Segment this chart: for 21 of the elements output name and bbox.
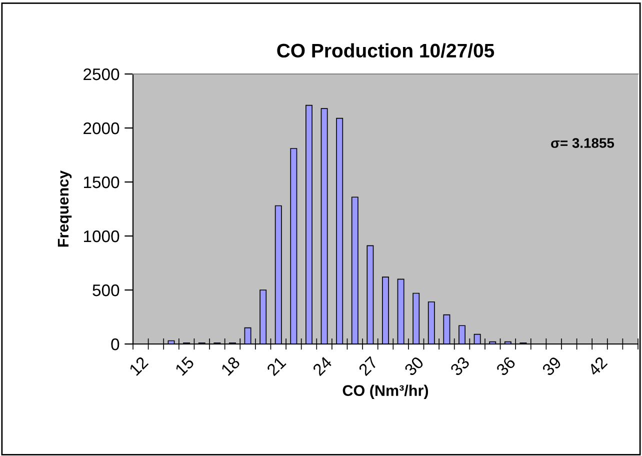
x-tick-label: 12: [128, 356, 149, 376]
y-axis-title: Frequency: [58, 170, 72, 247]
x-tick-label: 39: [541, 356, 562, 376]
y-tick-label: 1000: [84, 230, 120, 242]
x-tick-label: 24: [312, 356, 332, 376]
y-tick-label: 1500: [84, 176, 120, 188]
x-tick-label: 21: [266, 356, 286, 376]
annotation: σ= 3.1855: [551, 138, 614, 148]
y-tick-label: 0: [111, 338, 120, 350]
x-tick-label: 42: [587, 356, 608, 376]
y-tick-label: 2000: [84, 122, 120, 134]
x-tick-label: 33: [450, 356, 470, 376]
x-tick-label: 18: [220, 356, 241, 376]
x-tick-label: 30: [404, 356, 424, 376]
chart-title: CO Production 10/27/05: [277, 43, 494, 58]
y-tick-label: 2500: [84, 68, 120, 80]
x-tick-label: 15: [174, 356, 195, 376]
x-axis-title: CO (Nm³/hr): [342, 384, 428, 399]
y-tick-label: 500: [92, 284, 120, 296]
x-tick-label: 27: [358, 356, 378, 376]
x-tick-label: 36: [496, 356, 516, 376]
